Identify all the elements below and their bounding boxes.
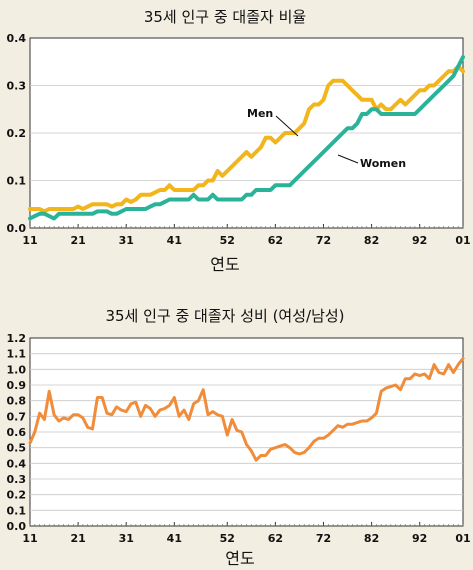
y-tick-label: 1.1 xyxy=(7,348,27,361)
x-tick-label: 72 xyxy=(316,532,331,545)
x-tick-label: 52 xyxy=(220,532,235,545)
chart-top-y-axis: 0.0 0.1 0.2 0.3 0.4 xyxy=(7,32,27,235)
series-line-women xyxy=(28,55,465,221)
series-line-ratio xyxy=(28,356,465,462)
x-tick-label: 31 xyxy=(119,234,134,247)
y-tick-label: 0.3 xyxy=(7,80,27,93)
chart-bottom-y-axis: 0.0 0.1 0.2 0.3 0.4 0.5 0.6 0.7 0.8 0.9 1.0 1.1 1.2 xyxy=(7,332,27,533)
chart-top-x-label: 연도 xyxy=(210,255,239,274)
y-tick-label: 0.1 xyxy=(7,504,27,517)
x-tick-label: 21 xyxy=(70,532,85,545)
y-tick-label: 0.0 xyxy=(7,520,27,533)
x-tick-label: 92 xyxy=(412,234,427,247)
chart-bottom-series xyxy=(28,356,465,462)
chart-top-x-axis: 11 21 31 41 52 62 72 82 92 01 xyxy=(22,224,471,247)
y-tick-label: 1.2 xyxy=(7,332,27,345)
x-tick-label: 11 xyxy=(22,532,37,545)
chart-bottom: 35세 인구 중 대졸자 성비 (여성/남성) 0.00.10.20.30.40… xyxy=(7,307,471,568)
y-tick-label: 0.1 xyxy=(7,175,27,188)
y-tick-label: 0.9 xyxy=(7,379,27,392)
y-tick-label: 0.6 xyxy=(7,426,27,439)
x-tick-label: 21 xyxy=(70,234,85,247)
y-tick-label: 0.0 xyxy=(7,222,27,235)
chart-bottom-x-label: 연도 xyxy=(225,549,254,568)
chart-top: 35세 인구 중 대졸자 비율 0.0 0.1 0.2 0.3 0.4 11 21 31 41… xyxy=(7,8,471,274)
y-tick-label: 0.7 xyxy=(7,410,27,423)
x-tick-label: 01 xyxy=(455,532,470,545)
y-tick-label: 0.2 xyxy=(7,489,27,502)
y-tick-label: 0.4 xyxy=(7,32,27,45)
chart-top-series xyxy=(28,55,465,221)
x-tick-label: 62 xyxy=(268,532,283,545)
x-tick-label: 92 xyxy=(412,532,427,545)
y-tick-label: 0.4 xyxy=(7,457,27,470)
legend-women-pointer xyxy=(337,154,359,164)
y-tick-label: 0.3 xyxy=(7,473,27,486)
legend-men-pointer xyxy=(275,115,299,137)
chart-top-title: 35세 인구 중 대졸자 비율 xyxy=(144,8,306,26)
x-tick-label: 41 xyxy=(167,532,182,545)
y-tick-label: 0.5 xyxy=(7,442,27,455)
series-line-men xyxy=(28,64,465,214)
y-tick-label: 0.8 xyxy=(7,395,27,408)
x-tick-label: 01 xyxy=(455,234,470,247)
chart-bottom-x-axis: 11 21 31 41 52 62 72 82 92 01 xyxy=(22,522,471,545)
x-tick-label: 52 xyxy=(220,234,235,247)
x-tick-label: 41 xyxy=(167,234,182,247)
y-tick-label: 1.0 xyxy=(7,363,27,376)
legend-men-label: Men xyxy=(247,107,273,120)
y-tick-label: 0.2 xyxy=(7,127,27,140)
x-tick-label: 82 xyxy=(364,532,379,545)
x-tick-label: 31 xyxy=(119,532,134,545)
x-tick-label: 62 xyxy=(268,234,283,247)
chart-bottom-title: 35세 인구 중 대졸자 성비 (여성/남성) xyxy=(105,307,344,325)
legend-women-label: Women xyxy=(360,157,406,170)
x-tick-label: 11 xyxy=(22,234,37,247)
chart-top-gridlines xyxy=(30,85,463,181)
x-tick-label: 82 xyxy=(364,234,379,247)
x-tick-label: 72 xyxy=(316,234,331,247)
